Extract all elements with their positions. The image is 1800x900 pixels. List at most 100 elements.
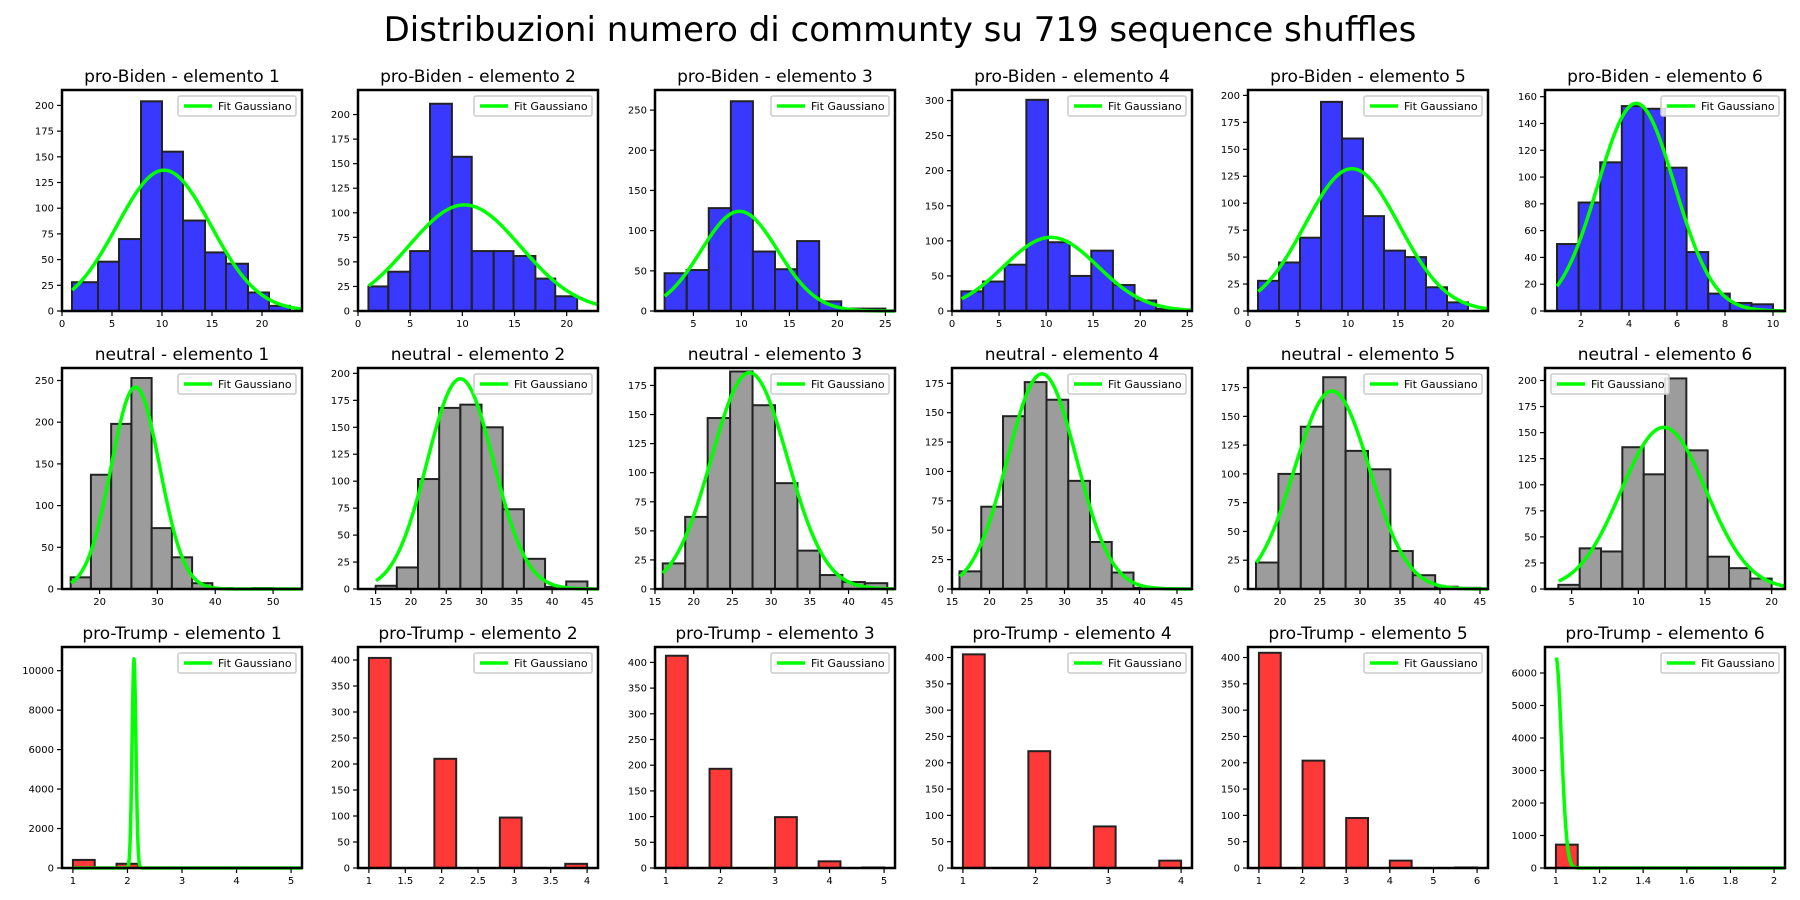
y-tick-label: 175 (628, 381, 647, 392)
histogram-bar (729, 370, 754, 590)
x-tick-label: 10 (1040, 319, 1053, 330)
histogram-bar (395, 566, 419, 591)
y-tick-label: 100 (1221, 469, 1240, 480)
subplot-title: pro-Trump - elemento 1 (82, 624, 281, 644)
x-tick-label: 1 (70, 876, 76, 887)
y-tick-label: 100 (628, 812, 647, 823)
x-tick-label: 1 (1553, 876, 1559, 887)
y-tick-label: 0 (1234, 307, 1240, 318)
histogram-bar (1383, 249, 1406, 313)
subplot: pro-Trump - elemento 4 1 2 3 4 0 50 100 150 200 25… (925, 624, 1194, 887)
histogram-bar (1092, 825, 1117, 870)
y-tick-label: 150 (1221, 785, 1240, 796)
axes-frame (653, 366, 897, 591)
x-tick-label: 4 (826, 876, 832, 887)
x-tick-label: 20 (1134, 319, 1147, 330)
histogram-bar (387, 270, 412, 313)
y-tick-label: 0 (48, 307, 54, 318)
histogram-bar (140, 100, 163, 312)
gaussian-fit-line (1554, 657, 1787, 870)
x-tick-label: 15 (369, 597, 382, 608)
x-tick-label: 20 (93, 597, 106, 608)
histogram-bar (438, 406, 462, 591)
histogram-bar (1642, 473, 1666, 591)
histogram-bar (796, 240, 821, 312)
x-tick-label: 0 (1245, 319, 1251, 330)
x-tick-label: 40 (546, 597, 559, 608)
x-tick-label: 15 (946, 597, 959, 608)
x-tick-label: 2 (1032, 876, 1038, 887)
y-tick-label: 100 (331, 477, 350, 488)
histogram-bar (1664, 377, 1688, 590)
x-tick-label: 35 (1096, 597, 1109, 608)
histogram-bar (450, 155, 473, 312)
y-tick-label: 25 (337, 282, 350, 293)
y-tick-label: 400 (1221, 653, 1240, 664)
y-tick-label: 3000 (1512, 766, 1537, 777)
legend-label: Fit Gaussiano (1701, 100, 1775, 113)
x-tick-label: 4 (1178, 876, 1184, 887)
histogram-bar (1025, 98, 1049, 312)
legend-label: Fit Gaussiano (218, 657, 292, 670)
y-tick-label: 25 (1227, 280, 1240, 291)
legend: Fit Gaussiano (473, 652, 593, 674)
y-tick-label: 100 (925, 811, 944, 822)
y-tick-label: 50 (1227, 837, 1240, 848)
y-tick-label: 250 (628, 106, 647, 117)
axes-frame (653, 88, 897, 313)
y-tick-label: 250 (628, 735, 647, 746)
x-tick-label: 1.6 (1679, 876, 1695, 887)
x-tick-label: 25 (1021, 597, 1034, 608)
legend-label: Fit Gaussiano (1108, 378, 1182, 391)
legend-label: Fit Gaussiano (514, 657, 588, 670)
y-tick-label: 50 (634, 526, 647, 537)
y-tick-label: 350 (925, 679, 944, 690)
histogram-bar (1344, 449, 1369, 590)
x-tick-label: 15 (1392, 319, 1405, 330)
x-tick-label: 15 (1087, 319, 1100, 330)
axes-frame (1543, 88, 1787, 313)
legend-box (177, 95, 297, 117)
x-tick-label: 5 (690, 319, 696, 330)
y-tick-label: 350 (628, 684, 647, 695)
legend-box (1550, 373, 1670, 395)
subplot: pro-Trump - elemento 31 2 3 4 50501001502002… (628, 624, 897, 887)
legend-label: Fit Gaussiano (811, 378, 885, 391)
legend-label: Fit Gaussiano (1108, 100, 1182, 113)
y-tick-label: 100 (628, 226, 647, 237)
legend: Fit Gaussiano (770, 95, 890, 117)
x-tick-label: 2.5 (470, 876, 486, 887)
histogram-bar (512, 254, 537, 313)
x-tick-label: 5 (288, 876, 294, 887)
y-tick-label: 1000 (1512, 831, 1537, 842)
y-tick-label: 125 (331, 450, 350, 461)
histogram-bar (409, 250, 432, 312)
y-tick-label: 175 (331, 135, 350, 146)
x-tick-label: 10 (735, 319, 748, 330)
histogram-bar (664, 654, 689, 869)
y-tick-label: 2000 (29, 824, 54, 835)
legend-box (770, 652, 890, 674)
x-tick-label: 20 (831, 319, 844, 330)
y-tick-label: 25 (1227, 556, 1240, 567)
y-tick-label: 4000 (1512, 734, 1537, 745)
x-tick-label: 0 (355, 319, 361, 330)
y-tick-label: 0 (1234, 864, 1240, 875)
subplot: neutral - elemento 3 15 20 25 30 35 40 45 0 25 50 7… (628, 345, 897, 608)
x-tick-label: 25 (726, 597, 739, 608)
axes-frame (950, 366, 1194, 591)
x-tick-label: 20 (256, 319, 269, 330)
y-tick-label: 125 (1518, 454, 1537, 465)
gaussian-fit-line (71, 168, 304, 311)
y-tick-label: 50 (931, 837, 944, 848)
legend-label: Fit Gaussiano (1108, 657, 1182, 670)
y-tick-label: 100 (1221, 199, 1240, 210)
y-tick-label: 50 (41, 255, 54, 266)
y-tick-label: 160 (1518, 92, 1537, 103)
legend: Fit Gaussiano (473, 95, 593, 117)
histogram-bar (534, 277, 557, 313)
histogram-bar (1600, 550, 1624, 590)
x-tick-label: 3 (179, 876, 185, 887)
legend-box (770, 95, 890, 117)
legend-box (473, 95, 593, 117)
